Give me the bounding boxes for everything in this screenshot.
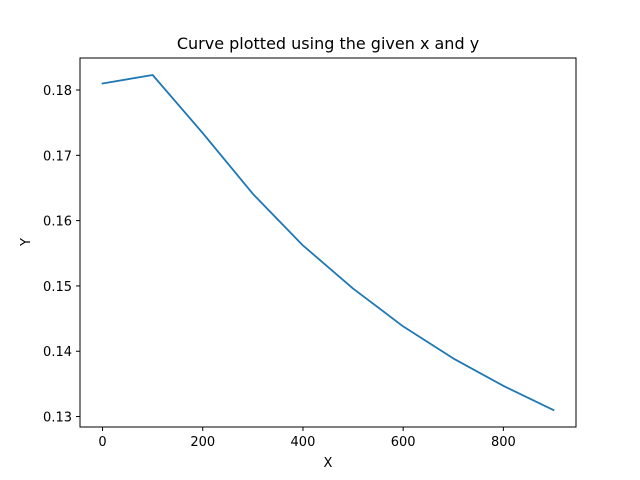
y-tick-label: 0.17 (43, 149, 72, 164)
y-tick-label: 0.16 (43, 215, 72, 230)
series-line (101, 74, 555, 412)
x-tick-label: 0 (98, 435, 106, 450)
y-tick-label: 0.13 (43, 411, 72, 426)
plot-area (80, 58, 576, 427)
series-layer (101, 74, 555, 412)
y-axis-ticks: 0.13 0.14 0.15 0.16 0.17 0.18 (43, 84, 80, 426)
y-tick-label: 0.15 (43, 280, 72, 295)
x-tick-label: 800 (491, 435, 516, 450)
x-axis-ticks: 0 200 400 600 800 (98, 427, 516, 450)
chart-title: Curve plotted using the given x and y (177, 34, 479, 53)
x-tick-label: 400 (291, 435, 316, 450)
y-tick-label: 0.18 (43, 84, 72, 99)
x-axis-label: X (324, 456, 333, 471)
plot-frame (79, 57, 577, 428)
x-tick-label: 200 (190, 435, 215, 450)
y-axis-label: Y (19, 238, 34, 247)
y-tick-label: 0.14 (43, 345, 72, 360)
x-tick-label: 600 (391, 435, 416, 450)
